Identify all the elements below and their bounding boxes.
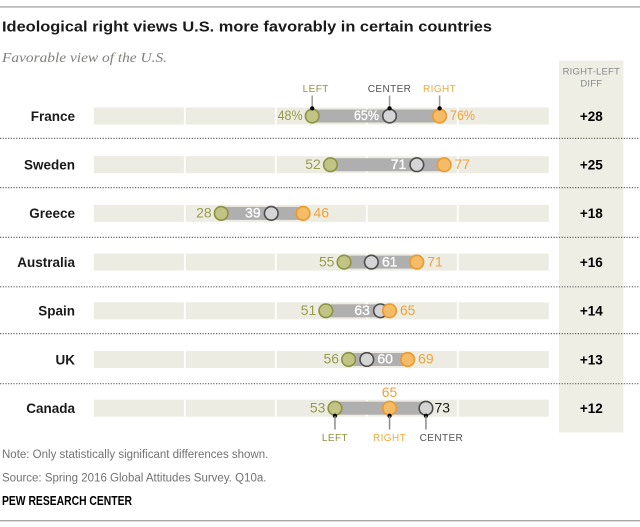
svg-text:46: 46 [314, 205, 330, 221]
svg-text:+12: +12 [580, 401, 603, 416]
svg-text:53: 53 [310, 399, 326, 415]
svg-text:65: 65 [382, 384, 398, 400]
svg-text:65: 65 [400, 302, 416, 318]
svg-text:Greece: Greece [29, 206, 75, 221]
svg-text:39: 39 [245, 205, 261, 221]
svg-text:+14: +14 [580, 304, 603, 319]
svg-text:55: 55 [319, 253, 335, 269]
svg-text:+28: +28 [580, 109, 603, 124]
svg-text:28: 28 [196, 205, 212, 221]
svg-text:Canada: Canada [26, 401, 75, 416]
svg-text:DIFF: DIFF [580, 79, 602, 90]
svg-text:77: 77 [455, 156, 471, 172]
svg-text:LEFT: LEFT [322, 433, 348, 444]
svg-text:Source: Spring 2016 Global Att: Source: Spring 2016 Global Attitudes Sur… [2, 473, 266, 485]
svg-text:Sweden: Sweden [24, 158, 75, 173]
svg-text:RIGHT-LEFT: RIGHT-LEFT [563, 67, 620, 78]
svg-text:60: 60 [377, 351, 393, 367]
svg-text:LEFT: LEFT [303, 84, 329, 95]
svg-text:56: 56 [324, 351, 340, 367]
svg-text:73: 73 [435, 399, 451, 415]
svg-text:+25: +25 [580, 158, 603, 173]
svg-text:PEW RESEARCH CENTER: PEW RESEARCH CENTER [2, 494, 132, 508]
svg-text:+18: +18 [580, 206, 603, 221]
svg-text:71: 71 [427, 253, 443, 269]
svg-text:CENTER: CENTER [368, 84, 412, 95]
svg-text:52: 52 [305, 156, 321, 172]
svg-text:France: France [31, 109, 76, 124]
svg-text:63: 63 [354, 302, 370, 318]
svg-text:CENTER: CENTER [420, 433, 464, 444]
svg-text:UK: UK [56, 352, 76, 367]
svg-text:Australia: Australia [17, 255, 75, 270]
svg-text:76%: 76% [450, 107, 475, 123]
svg-text:RIGHT: RIGHT [423, 84, 456, 95]
svg-text:+13: +13 [580, 352, 603, 367]
svg-text:Ideological right views U.S. m: Ideological right views U.S. more favora… [2, 19, 492, 36]
svg-text:71: 71 [391, 156, 407, 172]
svg-text:RIGHT: RIGHT [373, 433, 406, 444]
svg-text:69: 69 [418, 351, 434, 367]
svg-text:Spain: Spain [38, 304, 75, 319]
svg-text:Favorable view of the U.S.: Favorable view of the U.S. [1, 51, 167, 66]
svg-text:+16: +16 [580, 255, 603, 270]
svg-text:65%: 65% [354, 107, 379, 123]
svg-text:51: 51 [301, 302, 317, 318]
svg-text:61: 61 [382, 253, 398, 269]
svg-text:Note: Only statistically signi: Note: Only statistically significant dif… [2, 449, 268, 461]
svg-text:48%: 48% [278, 107, 303, 123]
